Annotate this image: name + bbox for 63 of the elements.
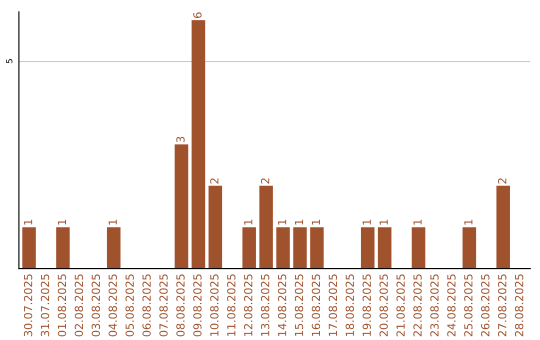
data-label: 2 [260, 178, 270, 184]
data-label: 1 [362, 220, 371, 225]
x-tick-label: 08.08.2025 [176, 274, 185, 336]
data-label: 1 [413, 220, 422, 225]
x-tick-label: 18.08.2025 [346, 274, 354, 336]
x-tick-label: 19.08.2025 [362, 274, 371, 336]
x-tick-label: 30.07.2025 [24, 274, 32, 336]
bar [242, 227, 256, 269]
data-label: 1 [294, 220, 304, 225]
data-label: 1 [58, 220, 66, 225]
x-tick-label: 05.08.2025 [125, 274, 134, 336]
x-tick-label: 20.08.2025 [379, 274, 388, 336]
bar [496, 186, 510, 269]
data-label: 1 [380, 220, 388, 225]
x-tick-label: 22.08.2025 [413, 274, 422, 336]
x-tick-label: 09.08.2025 [193, 274, 202, 336]
bar [276, 227, 290, 269]
data-label: 2 [498, 178, 506, 184]
x-tick-label: 07.08.2025 [159, 274, 168, 336]
bar [293, 227, 307, 269]
data-label: 1 [278, 220, 286, 225]
data-label: 1 [24, 220, 32, 225]
bar [310, 227, 324, 269]
x-tick-label: 13.08.2025 [260, 274, 270, 336]
x-tick-label: 06.08.2025 [142, 274, 151, 336]
bar [106, 227, 120, 269]
x-tick-label: 14.08.2025 [278, 274, 286, 336]
bar [412, 227, 426, 269]
x-tick-label: 31.07.2025 [40, 274, 50, 336]
x-tick-label: 17.08.2025 [328, 274, 338, 336]
data-label: 1 [464, 220, 472, 225]
x-tick-label: 04.08.2025 [108, 274, 117, 336]
x-tick-label: 10.08.2025 [210, 274, 219, 336]
x-tick-label: 25.08.2025 [464, 274, 473, 336]
x-tick-label: 27.08.2025 [498, 274, 506, 336]
bar [462, 227, 476, 269]
data-label: 1 [244, 220, 252, 225]
x-tick-label: 03.08.2025 [92, 274, 100, 336]
bar [360, 227, 374, 269]
x-tick-label: 01.08.2025 [58, 274, 66, 336]
y-tick-label: 5 [6, 59, 12, 64]
x-tick-label: 23.08.2025 [430, 274, 439, 336]
x-tick-label: 24.08.2025 [447, 274, 456, 336]
bar [378, 227, 392, 269]
x-tick-label: 12.08.2025 [244, 274, 252, 336]
x-tick-label: 02.08.2025 [74, 274, 84, 336]
x-tick-label: 16.08.2025 [312, 274, 320, 336]
x-tick-label: 28.08.2025 [514, 274, 524, 336]
bar [208, 186, 222, 269]
data-label: 2 [210, 178, 218, 184]
x-tick-label: 11.08.2025 [227, 274, 236, 336]
data-label: 1 [108, 220, 117, 225]
x-tick-label: 15.08.2025 [294, 274, 304, 336]
x-tick-label: 26.08.2025 [481, 274, 490, 336]
bar [192, 20, 206, 269]
bar [22, 227, 36, 269]
data-label: 3 [176, 136, 185, 142]
bar [259, 186, 273, 269]
data-label: 1 [312, 220, 320, 225]
bar [174, 144, 188, 269]
data-label: 6 [193, 12, 202, 18]
x-tick-label: 21.08.2025 [396, 274, 405, 336]
bar [56, 227, 70, 269]
